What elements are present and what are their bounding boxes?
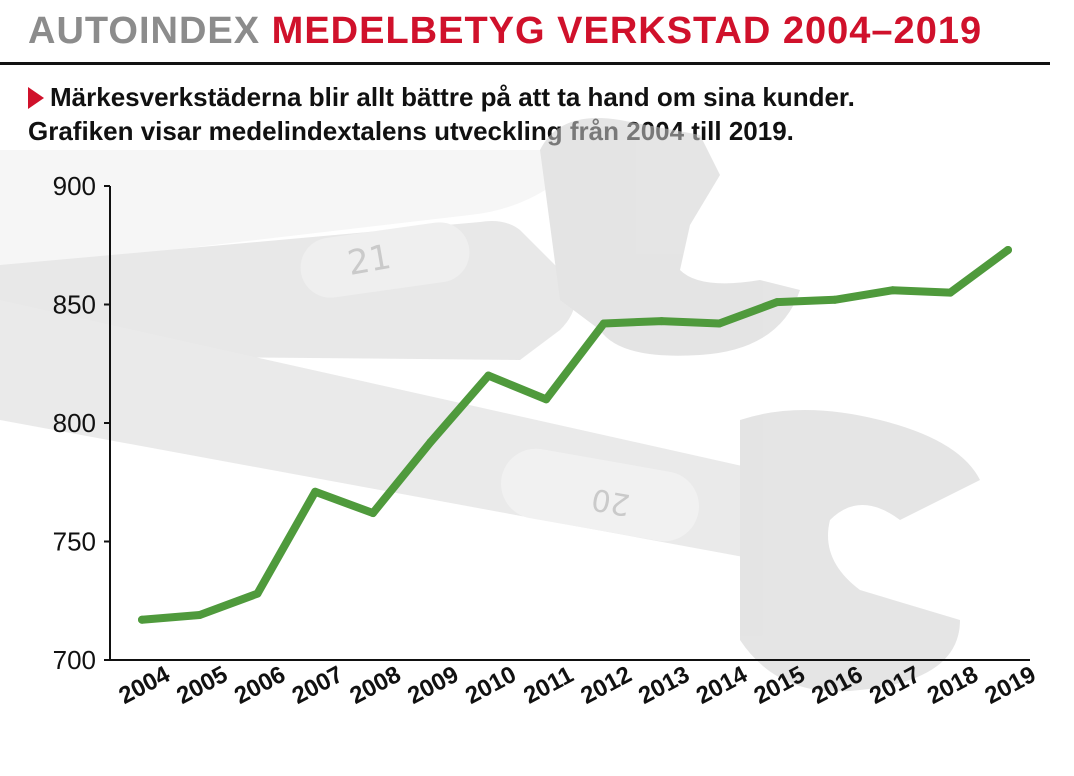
- x-tick-label: 2004: [115, 661, 175, 710]
- y-tick-label: 850: [53, 290, 96, 320]
- x-tick-label: 2014: [692, 661, 752, 710]
- y-ticks: 700 750 800 850 900: [53, 171, 110, 675]
- x-tick-label: 2007: [288, 661, 348, 710]
- data-point: [195, 610, 204, 619]
- wrench-background-art: 21 20: [0, 118, 980, 692]
- x-tick-label: 2006: [230, 661, 290, 710]
- data-point: [426, 437, 435, 446]
- wrench-21-icon: 21: [0, 118, 800, 360]
- y-tick-label: 700: [53, 645, 96, 675]
- wrench-20-icon: 20: [0, 300, 980, 692]
- x-tick-label: 2008: [346, 661, 406, 710]
- x-tick-label: 2019: [981, 661, 1041, 710]
- data-point: [311, 487, 320, 496]
- subtitle-line-1: Märkesverkstäderna blir allt bättre på a…: [50, 82, 855, 112]
- y-tick-label: 750: [53, 527, 96, 557]
- x-tick-label: 2012: [576, 661, 636, 710]
- wrench-21-label: 21: [345, 237, 395, 284]
- data-point: [773, 298, 782, 307]
- data-point: [484, 371, 493, 380]
- data-point: [946, 288, 955, 297]
- x-tick-label: 2011: [519, 661, 578, 709]
- series-layer: [138, 245, 1012, 624]
- y-tick-label: 800: [53, 408, 96, 438]
- data-point: [657, 317, 666, 326]
- x-ticks: 2004200520062007200820092010201120122013…: [115, 661, 1041, 710]
- data-point: [368, 509, 377, 518]
- data-point: [138, 615, 146, 624]
- x-tick-label: 2005: [172, 661, 232, 710]
- chart-title: AUTOINDEX MEDELBETYG VERKSTAD 2004–2019: [28, 10, 982, 53]
- play-arrow-icon: [28, 87, 44, 109]
- data-point: [599, 319, 608, 328]
- data-point: [253, 589, 262, 598]
- x-tick-label: 2013: [634, 661, 694, 710]
- main-title: MEDELBETYG VERKSTAD 2004–2019: [271, 10, 983, 52]
- x-tick-label: 2009: [403, 661, 463, 710]
- y-tick-label: 900: [53, 171, 96, 201]
- data-point: [888, 286, 897, 295]
- data-point: [1004, 245, 1012, 254]
- title-divider: [0, 62, 1050, 65]
- data-point: [542, 395, 551, 404]
- brand-title: AUTOINDEX: [28, 10, 261, 52]
- data-point: [715, 319, 724, 328]
- x-tick-label: 2010: [461, 661, 521, 710]
- data-point: [830, 295, 839, 304]
- wrench-20-label: 20: [589, 481, 633, 522]
- series-line: [138, 245, 1012, 624]
